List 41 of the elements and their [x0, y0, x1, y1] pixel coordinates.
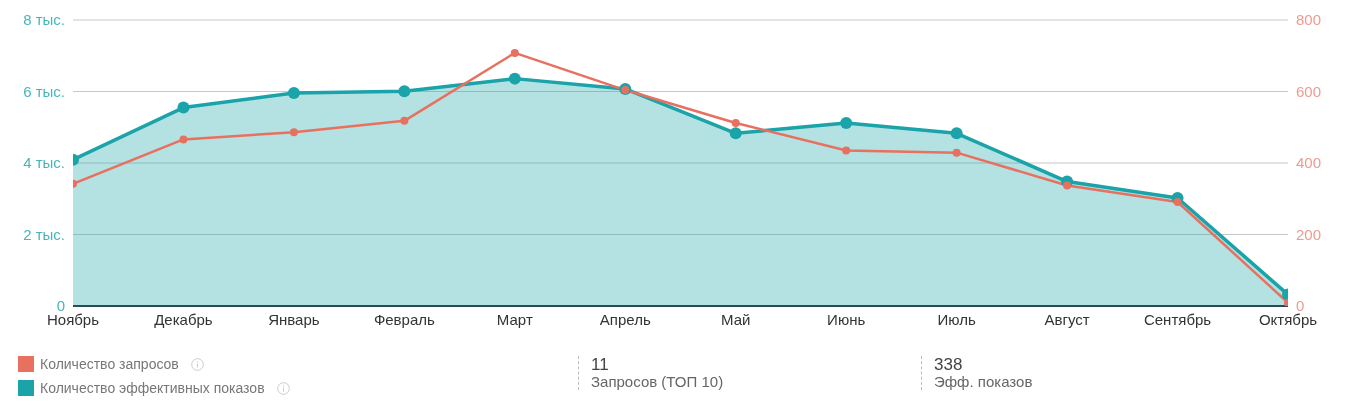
- text: 11: [591, 355, 610, 374]
- x-tick-label: Июнь: [827, 310, 866, 328]
- y-tick-label: 4 тыс.: [23, 154, 65, 172]
- point: [508, 72, 521, 85]
- y2-tick-label: 200: [1296, 225, 1322, 243]
- y-tick-label: 8 тыс.: [23, 11, 65, 29]
- legend-label: Количество запросов: [40, 356, 179, 372]
- x-tick-label: Август: [1044, 310, 1090, 328]
- x-tick-label: Февраль: [373, 310, 436, 328]
- point: [289, 128, 298, 137]
- y-tick-label: 6 тыс.: [23, 82, 65, 100]
- x-tick-label: Апрель: [599, 310, 651, 328]
- x-tick-label: Июль: [937, 310, 976, 328]
- point: [729, 127, 742, 140]
- y2-tick-label: 800: [1296, 11, 1322, 29]
- legend-label: Количество эффективных показов: [40, 380, 265, 396]
- x-tick-label: Сентябрь: [1143, 310, 1212, 328]
- text: Эфф. показов: [934, 373, 1034, 390]
- point: [177, 101, 190, 114]
- point: [287, 86, 300, 99]
- point: [840, 116, 853, 129]
- x-tick-label: Март: [496, 310, 533, 328]
- point: [398, 85, 411, 98]
- text: 338: [934, 355, 964, 374]
- point: [731, 118, 740, 127]
- y2-tick-label: 600: [1296, 82, 1322, 100]
- point: [1063, 181, 1072, 190]
- point: [952, 148, 961, 157]
- x-tick-label: Май: [721, 310, 751, 328]
- point: [400, 116, 409, 125]
- point: [510, 48, 519, 57]
- point: [1173, 197, 1182, 206]
- point: [950, 127, 963, 140]
- point: [179, 135, 188, 144]
- x-tick-label: Январь: [268, 310, 320, 328]
- point: [842, 146, 851, 155]
- text: Запросов (ТОП 10): [591, 373, 725, 390]
- y-tick-label: 2 тыс.: [23, 225, 65, 243]
- y2-tick-label: 400: [1296, 154, 1322, 172]
- x-tick-label: Октябрь: [1258, 310, 1318, 328]
- x-tick-label: Декабрь: [154, 310, 213, 328]
